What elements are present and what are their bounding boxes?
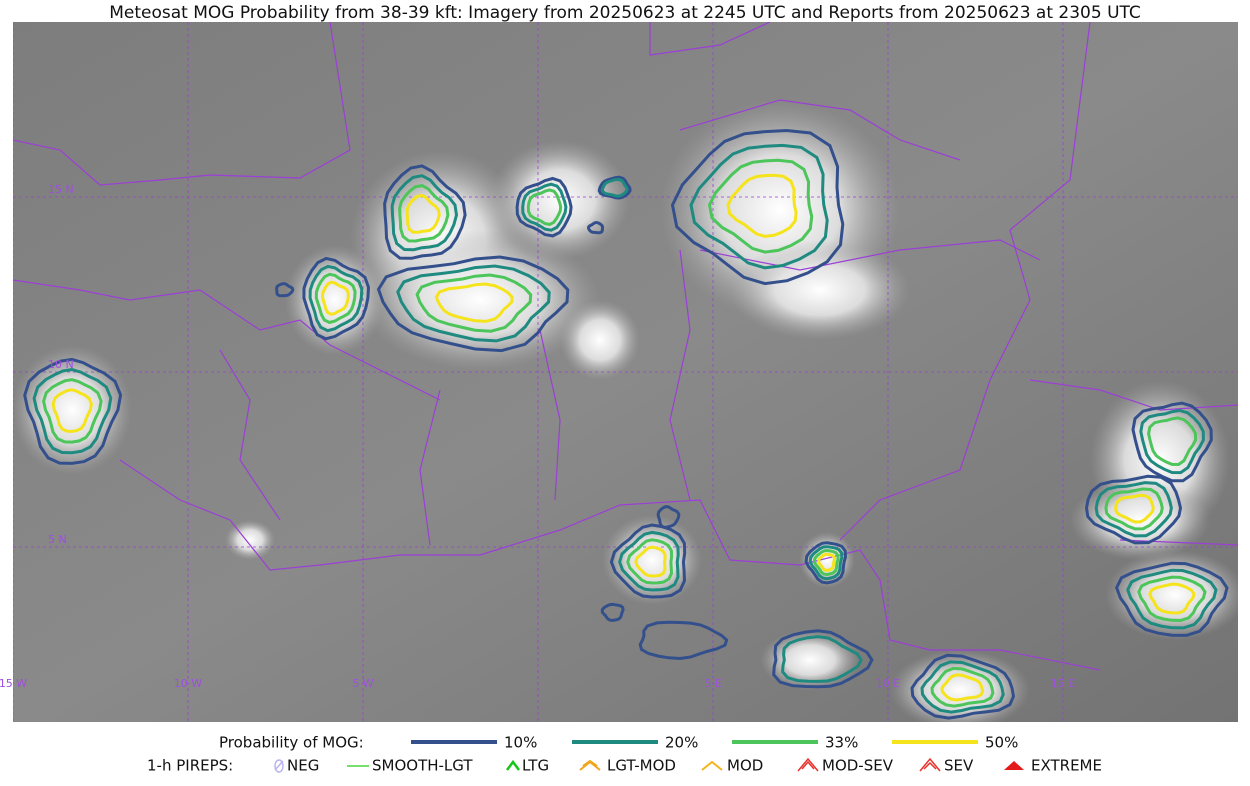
probability-contour — [321, 280, 350, 316]
cloud — [1070, 480, 1210, 560]
probability-contour — [940, 673, 985, 702]
probability-contour — [1139, 408, 1205, 475]
longitude-label: 5 W — [352, 677, 373, 690]
probability-contour — [521, 182, 568, 232]
probability-contour — [405, 193, 441, 234]
cloud — [13, 345, 132, 475]
probability-contour — [930, 666, 995, 708]
probability-contour — [275, 282, 295, 298]
probability-contour — [804, 541, 848, 585]
probability-contour — [526, 188, 563, 226]
legend-entry: 33% — [825, 734, 858, 752]
probability-contour — [707, 158, 814, 254]
latitude-label: 5 N — [48, 533, 67, 546]
probability-contour — [1114, 561, 1229, 637]
probability-contour — [920, 660, 1005, 714]
probability-contour — [634, 545, 667, 578]
probability-contour — [600, 602, 625, 622]
probability-contour — [415, 273, 533, 333]
map — [13, 22, 1238, 722]
pirep-icons — [274, 757, 1024, 773]
probability-contour — [618, 530, 680, 592]
probability-contour — [772, 629, 874, 689]
probability-contour — [586, 220, 604, 235]
pirep-entry: EXTREME — [1031, 757, 1102, 775]
probability-contour — [302, 256, 371, 341]
probability-contour — [609, 523, 687, 599]
probability-contour — [1147, 416, 1198, 467]
pirep-entry: NEG — [287, 757, 319, 775]
probability-contour — [808, 545, 844, 581]
cloud — [1105, 550, 1238, 640]
legend-entry: 10% — [504, 734, 537, 752]
probability-contour — [597, 175, 632, 200]
probability-contour — [812, 548, 840, 577]
probability-contour — [398, 184, 450, 243]
cloud — [225, 520, 275, 560]
legend-entry: 50% — [985, 734, 1018, 752]
legend: Probability of MOG: 1-h PIREPS: 10% 20% 33… — [147, 734, 1102, 775]
probability-contour — [1126, 568, 1218, 630]
probability-contour — [434, 282, 514, 323]
probability-contour — [600, 177, 629, 198]
probability-contour — [51, 388, 93, 433]
latitude-label: 10 N — [48, 358, 74, 371]
probability-contour — [1114, 493, 1155, 524]
probability-contour — [689, 143, 829, 270]
probability-contour — [308, 264, 364, 333]
longitude-label: 15 W — [0, 677, 27, 690]
pirep-entry: SEV — [944, 757, 974, 775]
probability-contour — [1104, 487, 1164, 531]
probability-contour — [396, 264, 551, 343]
probability-contour — [638, 620, 729, 661]
probability-contour — [383, 164, 467, 260]
cloud — [730, 240, 910, 340]
probability-contour — [656, 505, 681, 529]
longitude-label: 10 E — [876, 677, 900, 690]
pirep-entry: MOD — [727, 757, 763, 775]
probability-contour — [1148, 582, 1196, 615]
pireps-label: 1-h PIREPS: — [147, 757, 233, 775]
legend-label: Probability of MOG: — [219, 734, 364, 752]
probability-contour — [1131, 401, 1213, 483]
probability-contour — [23, 357, 123, 465]
probability-contour — [670, 128, 845, 286]
longitude-label: 5 E — [704, 677, 721, 690]
probability-contour — [376, 255, 570, 353]
longitude-label: 10 W — [174, 677, 202, 690]
cloud — [560, 300, 640, 380]
latitude-label: 15 N — [48, 183, 74, 196]
pirep-entry: MOD-SEV — [822, 757, 894, 775]
longitude-label: 15 E — [1051, 677, 1075, 690]
probability-contour — [42, 378, 103, 444]
probability-contour — [515, 176, 573, 238]
probability-contour — [314, 272, 357, 325]
probability-contour — [726, 173, 798, 238]
probability-contour — [1094, 481, 1173, 538]
contours — [23, 128, 1229, 720]
probability-contour — [910, 653, 1016, 720]
probability-contour — [817, 552, 836, 572]
probability-contour — [1084, 474, 1183, 545]
probability-contour — [626, 538, 674, 585]
title: Meteosat MOG Probability from 38-39 kft:… — [109, 3, 1141, 23]
probability-contour — [390, 174, 459, 252]
pirep-entry: LGT-MOD — [607, 757, 676, 775]
probability-contour — [1137, 575, 1207, 623]
probability-contour — [781, 635, 863, 683]
probability-contour — [32, 367, 113, 455]
borders — [13, 22, 1238, 671]
pirep-entry: LTG — [522, 757, 549, 775]
pirep-entry: SMOOTH-LGT — [372, 757, 473, 775]
legend-entry: 20% — [665, 734, 698, 752]
